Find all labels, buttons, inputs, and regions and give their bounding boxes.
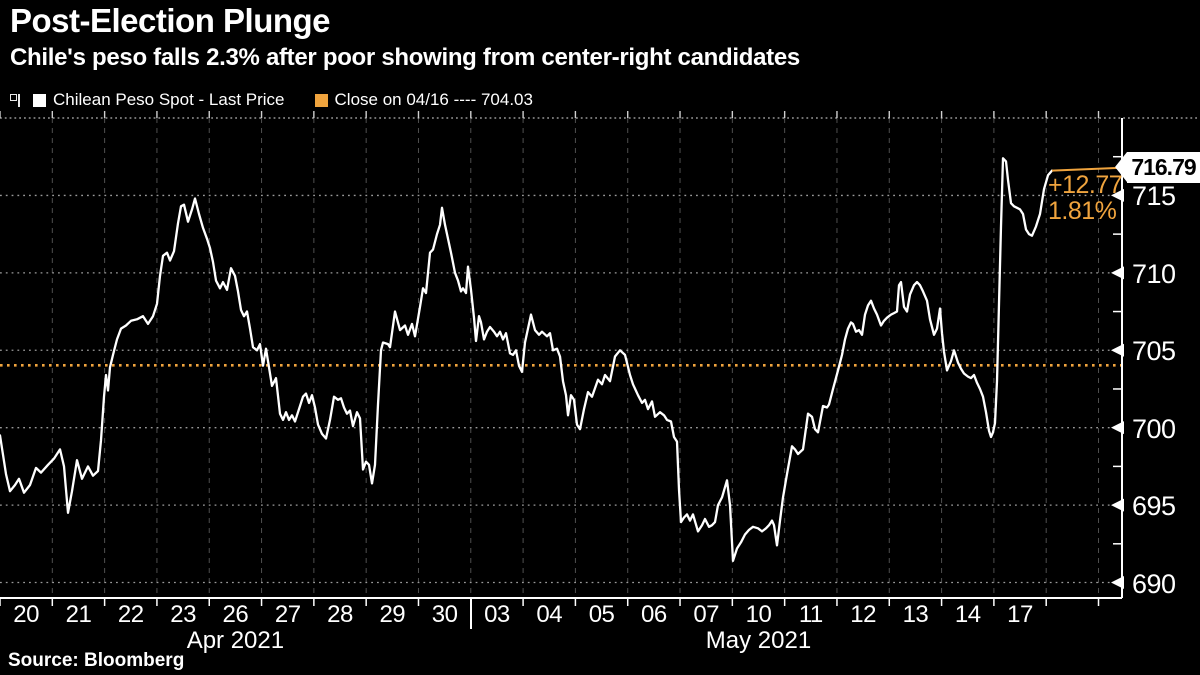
x-axis-tick-label: 28 [327,601,353,628]
x-axis-tick-label: 05 [588,601,615,628]
x-axis-month-label: May 2021 [705,627,812,654]
chart-legend: Chilean Peso Spot - Last Price Close on … [10,90,563,110]
price-change-absolute: +12.77 [1048,171,1123,199]
y-axis-tick-label: 695 [1132,491,1176,522]
x-axis-tick-label: 23 [170,601,196,628]
x-axis-tick-label: 06 [641,601,667,628]
chart-title: Post-Election Plunge [10,2,331,39]
chart-subtitle: Chile's peso falls 2.3% after poor showi… [10,44,800,71]
y-axis-arrow-tick [1111,266,1124,280]
x-axis-tick-label: 13 [902,601,929,628]
price-line-series [0,157,1054,562]
x-axis-tick-label: 11 [798,601,823,628]
x-axis-tick-label: 14 [954,601,981,628]
x-axis-tick-label: 07 [693,601,720,628]
x-axis-month-label: Apr 2021 [186,627,285,654]
track-annotate-icon [10,92,27,109]
y-axis-arrow-tick [1111,343,1124,357]
x-axis-tick-label: 30 [431,601,458,628]
last-price-swatch [33,93,46,107]
y-axis-arrow-tick [1111,188,1124,202]
x-axis-tick-label: 10 [745,601,772,628]
close-line-swatch [314,93,328,107]
x-axis-tick-label: 12 [850,601,876,628]
y-axis-tick-label: 700 [1132,413,1176,444]
last-price-badge: 716.79 [1115,152,1200,183]
last-price-leader-line [1051,166,1123,172]
x-axis-tick-label: 17 [1007,601,1033,628]
legend-label-close-line: Close on 04/16 ---- 704.03 [334,90,533,109]
source-credit: Source: Bloomberg [8,650,185,671]
x-axis-tick-label: 03 [484,601,510,628]
month-separator-line [469,598,472,629]
x-axis-tick-label: 20 [13,601,39,628]
price-change-percent: 1.81% [1048,197,1117,225]
y-axis-arrow-tick [1111,498,1124,512]
x-axis-tick-label: 04 [536,601,563,628]
y-axis-tick-label: 705 [1132,336,1176,367]
x-axis-tick-label: 21 [65,601,92,628]
legend-label-last-price: Chilean Peso Spot - Last Price [53,90,285,109]
x-axis-tick-label: 29 [379,601,406,628]
y-axis-arrow-tick [1111,421,1124,435]
legend-item-last-price: Chilean Peso Spot - Last Price [33,90,285,110]
x-axis-tick-label: 26 [222,601,249,628]
x-axis-tick-label: 27 [274,601,301,628]
x-axis-tick-label: 22 [117,601,144,628]
y-axis-arrow-tick [1111,576,1124,590]
y-axis-tick-label: 715 [1132,181,1176,212]
legend-item-close-line: Close on 04/16 ---- 704.03 [314,90,533,110]
y-axis-tick-label: 690 [1132,568,1176,599]
y-axis-tick-label: 710 [1132,258,1176,289]
